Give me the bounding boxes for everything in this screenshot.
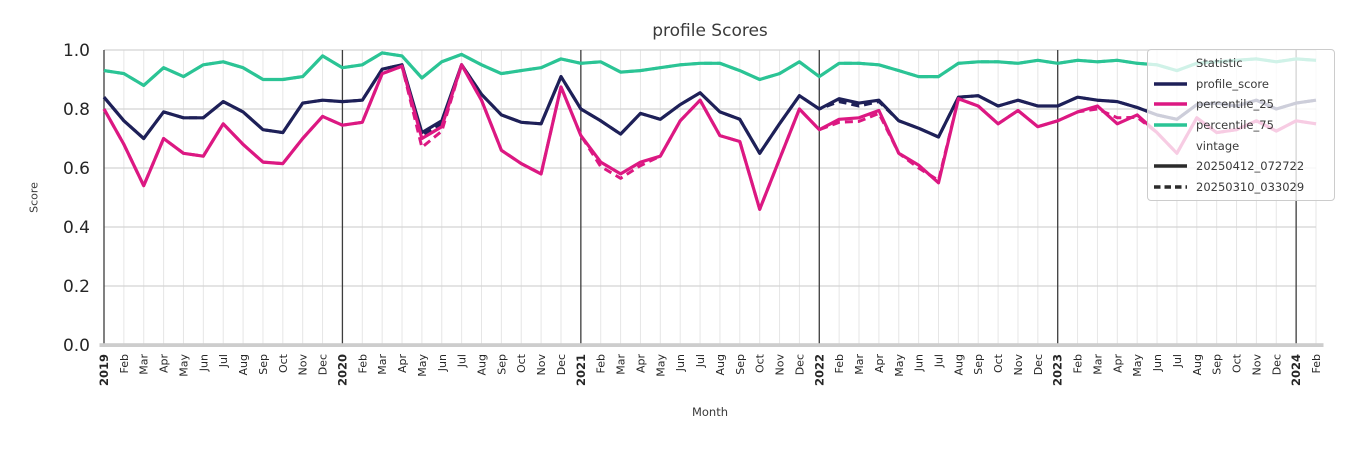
x-tick-month-label: Jun xyxy=(197,354,210,372)
x-tick-month-label: Sep xyxy=(1211,354,1224,375)
x-tick-month-label: Mar xyxy=(853,354,866,375)
x-tick-month-label: Nov xyxy=(297,354,310,376)
x-tick-month-label: Jun xyxy=(1151,354,1164,372)
legend-label: percentile_25 xyxy=(1196,97,1274,112)
x-tick-month-label: Jul xyxy=(456,354,469,368)
x-tick-month-label: Dec xyxy=(1032,354,1045,375)
x-tick-month-label: Sep xyxy=(257,354,270,375)
legend-item-20250412_072722: 20250412_072722 xyxy=(1154,156,1328,177)
x-tick-month-label: Jun xyxy=(674,354,687,372)
x-tick-month-label: Apr xyxy=(873,354,886,374)
legend-label: vintage xyxy=(1196,138,1240,153)
legend-line-swatch xyxy=(1154,177,1187,197)
legend-item-percentile_75: percentile_75 xyxy=(1154,115,1328,136)
legend-header-vintage: vintage xyxy=(1154,135,1328,156)
x-tick-month-label: Feb xyxy=(1310,354,1323,373)
legend-line-swatch xyxy=(1154,156,1187,176)
x-tick-month-label: Feb xyxy=(595,354,608,373)
y-tick-label: 0.8 xyxy=(63,100,90,120)
x-tick-month-label: Jun xyxy=(436,354,449,372)
x-tick-month-label: Apr xyxy=(1111,354,1124,374)
y-axis-label: Score xyxy=(27,182,41,213)
x-tick-month-label: Aug xyxy=(476,354,489,375)
x-tick-month-label: Nov xyxy=(774,354,787,376)
x-tick-month-label: Mar xyxy=(615,354,628,375)
x-tick-month-label: Apr xyxy=(396,354,409,374)
legend-line-swatch xyxy=(1154,94,1187,114)
x-tick-month-label: Jun xyxy=(913,354,926,372)
x-tick-year-label: 2020 xyxy=(335,354,349,386)
x-tick-year-label: 2024 xyxy=(1289,354,1303,386)
x-tick-month-label: May xyxy=(1131,354,1144,377)
x-tick-month-label: Aug xyxy=(952,354,965,375)
x-tick-month-label: Oct xyxy=(515,353,528,373)
line-profile_score-20250412_072722 xyxy=(102,63,1317,155)
x-tick-year-label: 2021 xyxy=(574,354,588,386)
x-tick-month-label: May xyxy=(416,354,429,377)
x-axis-spine xyxy=(99,343,1324,347)
x-tick-month-label: Aug xyxy=(1191,354,1204,375)
chart-title: profile Scores xyxy=(652,21,768,41)
legend-item-20250310_033029: 20250310_033029 xyxy=(1154,177,1328,198)
y-tick-label: 0.4 xyxy=(63,218,90,238)
x-tick-month-label: Nov xyxy=(1012,354,1025,376)
x-tick-month-label: Jul xyxy=(694,354,707,368)
line-percentile_25-20250310_033029 xyxy=(102,63,1317,211)
x-tick-month-label: Nov xyxy=(535,354,548,376)
x-tick-month-label: Feb xyxy=(1072,354,1085,373)
y-tick-label: 0.0 xyxy=(63,336,90,356)
legend-label: 20250310_033029 xyxy=(1196,179,1305,194)
legend-header-statistic: Statistic xyxy=(1154,53,1328,74)
x-axis-label: Month xyxy=(691,405,729,419)
x-tick-month-label: Aug xyxy=(714,354,727,375)
x-tick-month-label: Oct xyxy=(754,353,767,373)
x-tick-month-label: Mar xyxy=(1091,354,1104,375)
x-tick-month-label: Sep xyxy=(495,354,508,375)
x-tick-month-label: Mar xyxy=(376,354,389,375)
x-tick-month-label: May xyxy=(178,354,191,377)
x-tick-month-label: Dec xyxy=(1270,354,1283,375)
y-tick-label: 0.2 xyxy=(63,277,90,297)
legend-label: profile_score xyxy=(1196,76,1269,91)
x-tick-month-label: Oct xyxy=(1231,353,1244,373)
legend-item-profile_score: profile_score xyxy=(1154,74,1328,95)
legend-line-swatch xyxy=(1154,115,1187,135)
legend-label: 20250412_072722 xyxy=(1196,159,1305,174)
x-tick-month-label: May xyxy=(654,354,667,377)
x-tick-month-label: Feb xyxy=(356,354,369,373)
x-tick-month-label: Jul xyxy=(1171,354,1184,368)
x-tick-month-label: Feb xyxy=(118,354,131,373)
x-tick-month-label: Apr xyxy=(635,354,648,374)
x-tick-month-label: Aug xyxy=(237,354,250,375)
x-tick-month-label: Mar xyxy=(138,354,151,375)
x-tick-month-label: Sep xyxy=(734,354,747,375)
x-tick-month-label: Jul xyxy=(933,354,946,368)
legend-label: percentile_75 xyxy=(1196,118,1274,133)
y-tick-label: 1.0 xyxy=(63,41,90,61)
legend-line-swatch xyxy=(1154,74,1187,94)
x-tick-month-label: Oct xyxy=(277,353,290,373)
x-tick-year-label: 2023 xyxy=(1051,354,1065,386)
x-tick-month-label: Dec xyxy=(555,354,568,375)
x-tick-year-label: 2019 xyxy=(97,354,111,386)
legend-label: Statistic xyxy=(1196,56,1243,71)
x-tick-month-label: Feb xyxy=(833,354,846,373)
x-tick-month-label: Dec xyxy=(317,354,330,375)
line-percentile_25-20250412_072722 xyxy=(102,63,1317,211)
x-tick-year-label: 2022 xyxy=(812,354,826,386)
x-tick-month-label: Nov xyxy=(1250,354,1263,376)
line-percentile_75-20250412_072722 xyxy=(103,51,1317,88)
x-tick-month-label: Oct xyxy=(992,353,1005,373)
x-tick-month-label: Jul xyxy=(217,354,230,368)
x-tick-month-label: Dec xyxy=(793,354,806,375)
x-tick-month-label: May xyxy=(893,354,906,377)
x-tick-month-label: Apr xyxy=(158,354,171,374)
legend-item-percentile_25: percentile_25 xyxy=(1154,94,1328,115)
y-tick-label: 0.6 xyxy=(63,159,90,179)
x-tick-month-label: Sep xyxy=(972,354,985,375)
